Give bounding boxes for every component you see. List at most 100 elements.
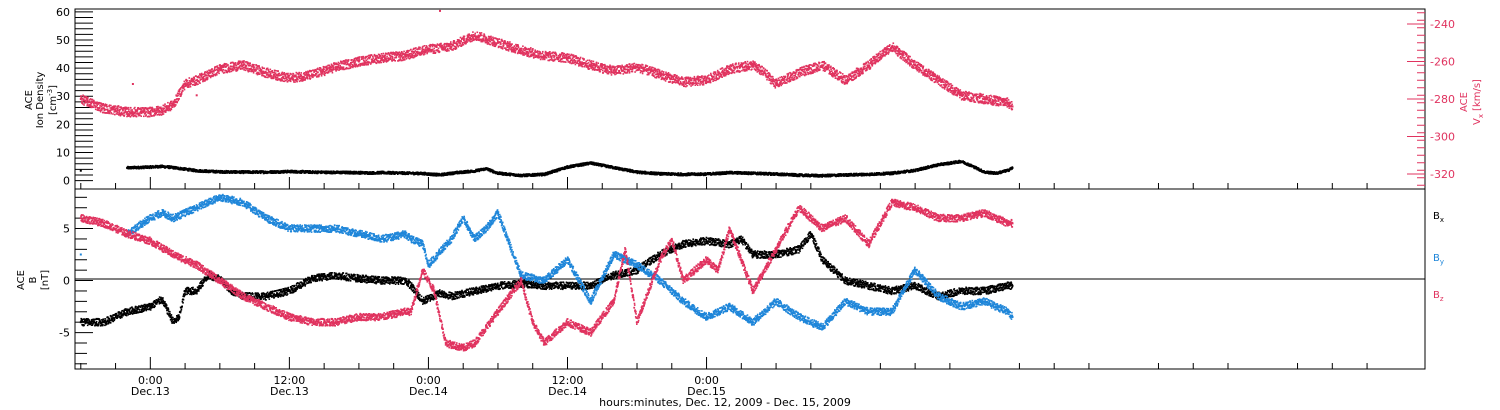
- density-series-point: [137, 165, 140, 168]
- density-series-point: [244, 171, 246, 174]
- vx-series-point: [85, 96, 87, 98]
- vx-series-point: [99, 105, 101, 107]
- vx-series: [79, 31, 1014, 118]
- vx-series-point: [131, 109, 133, 111]
- density-series-point: [202, 169, 204, 172]
- density-series-point: [145, 167, 147, 169]
- density-series-point: [127, 167, 130, 170]
- vx-series-point: [134, 106, 136, 109]
- density-series-point: [323, 170, 326, 173]
- density-series-point: [352, 173, 354, 175]
- top-right-ytick-label: -320: [1430, 168, 1455, 181]
- density-series-point: [193, 170, 195, 173]
- density-series-point: [175, 167, 178, 170]
- density-series-point: [187, 167, 189, 170]
- density-series-point: [221, 170, 223, 173]
- vx-series-point: [87, 96, 89, 99]
- vx-series-point: [99, 110, 102, 113]
- top-series-points: [79, 9, 1014, 178]
- top-ytick-label: 60: [56, 6, 70, 19]
- density-series-point: [325, 172, 328, 175]
- density-series-point: [186, 168, 188, 170]
- density-series-point: [215, 169, 218, 172]
- vx-series-point: [135, 115, 138, 118]
- vx-series-point: [128, 108, 130, 111]
- density-series-point: [355, 170, 357, 173]
- vx-series-point: [108, 112, 110, 115]
- density-series-point: [350, 171, 352, 174]
- vx-series-point: [80, 95, 82, 97]
- density-series-point: [304, 172, 307, 174]
- density-series-point: [126, 167, 129, 170]
- density-series-point: [1011, 168, 1013, 170]
- density-series-point: [241, 171, 244, 173]
- vx-series-point: [106, 105, 108, 108]
- density-series-point: [269, 172, 272, 174]
- density-series-point: [262, 170, 265, 172]
- density-series-point: [253, 170, 255, 173]
- top-right-ytick-label: -240: [1430, 18, 1455, 31]
- density-series-point: [195, 171, 197, 173]
- density-series-point: [284, 169, 287, 172]
- density-series-point: [301, 171, 303, 174]
- density-series-point: [168, 165, 171, 167]
- vx-series-point: [81, 101, 83, 104]
- density-series-point: [148, 166, 151, 169]
- density-series-point: [326, 172, 329, 175]
- density-series-point: [221, 170, 223, 172]
- density-series-point: [79, 169, 82, 172]
- density-series-point: [293, 172, 295, 174]
- top-ytick-label: 40: [56, 62, 70, 75]
- density-series-point: [316, 172, 319, 175]
- top-ytick-label: 30: [56, 90, 70, 103]
- density-series-point: [371, 171, 374, 173]
- vx-series-point: [93, 99, 95, 102]
- density-series-point: [154, 167, 157, 169]
- density-series-point: [276, 171, 278, 174]
- vx-series-point: [123, 114, 126, 117]
- density-series-point: [234, 170, 237, 173]
- density-series-point: [177, 166, 179, 169]
- vx-series-point: [102, 107, 105, 109]
- vx-series-point: [113, 106, 116, 109]
- vx-series-point: [122, 109, 124, 111]
- density-series-point: [383, 170, 385, 173]
- vx-series-point: [117, 107, 119, 109]
- density-series-point: [229, 172, 232, 174]
- density-series-point: [330, 170, 333, 173]
- vx-series-point: [116, 111, 119, 113]
- vx-series-point: [86, 103, 89, 105]
- density-series-point: [143, 167, 145, 170]
- density-series-point: [291, 171, 293, 174]
- vx-series-point: [127, 106, 130, 109]
- vx-series-point: [92, 106, 95, 108]
- vx-series-point: [105, 103, 108, 106]
- density-series-point: [914, 170, 917, 172]
- density-series-point: [243, 172, 245, 174]
- density-series-point: [309, 172, 312, 174]
- top-right-y-axis: -240-260-280-300-320: [1407, 12, 1455, 186]
- density-series-point: [556, 170, 559, 173]
- density-series-point: [347, 170, 349, 173]
- density-series-point: [294, 169, 296, 172]
- vx-series-point: [112, 113, 114, 115]
- density-series-point: [140, 167, 143, 170]
- density-series-point: [205, 169, 208, 171]
- top-ytick-label: 10: [56, 146, 70, 159]
- density-series-point: [207, 171, 210, 174]
- density-series-point: [274, 172, 276, 174]
- density-series-point: [381, 172, 383, 175]
- density-series-point: [343, 171, 345, 173]
- top-ytick-label: 20: [56, 118, 70, 131]
- density-series-point: [330, 172, 332, 175]
- vx-series-point: [94, 108, 97, 111]
- density-series-point: [260, 172, 262, 175]
- density-series-point: [289, 169, 291, 172]
- vx-series-point: [101, 109, 103, 111]
- density-series-point: [282, 169, 284, 172]
- density-series-point: [392, 172, 394, 175]
- density-series-point: [313, 172, 316, 175]
- density-series-point: [346, 171, 348, 173]
